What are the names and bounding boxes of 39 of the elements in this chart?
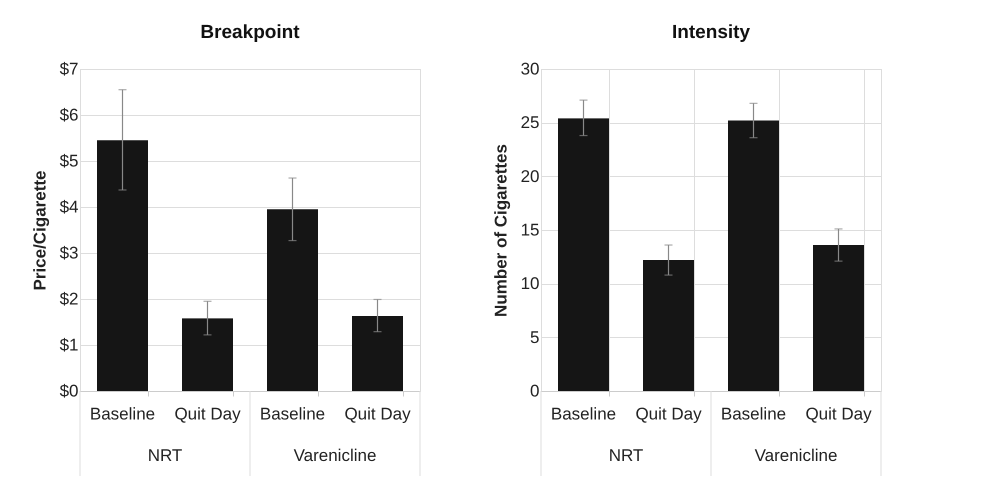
y-tick-label: 0 bbox=[530, 382, 540, 400]
bar bbox=[558, 118, 609, 391]
y-tick-label: 15 bbox=[520, 220, 540, 240]
bar bbox=[182, 318, 233, 391]
chart-title: Breakpoint bbox=[200, 22, 300, 43]
y-tick-label: 5 bbox=[530, 328, 540, 347]
bar bbox=[267, 209, 318, 391]
x-tick-label: Quit Day bbox=[805, 404, 872, 424]
bar bbox=[813, 245, 864, 391]
y-tick-label: 20 bbox=[520, 166, 540, 186]
y-tick-label: $7 bbox=[60, 60, 78, 78]
y-tick-label: $1 bbox=[60, 336, 78, 354]
text: Varenicline bbox=[754, 446, 838, 465]
y-tick-label: $4 bbox=[60, 198, 78, 216]
y-tick-label: $6 bbox=[60, 106, 78, 124]
text: NRT bbox=[608, 446, 644, 465]
x-tick-label: Quit Day bbox=[635, 404, 702, 424]
y-tick-label: 30 bbox=[520, 60, 540, 78]
y-tick-label: 25 bbox=[520, 113, 540, 132]
y-tick-label: 10 bbox=[520, 274, 540, 294]
x-tick-label: Baseline bbox=[260, 404, 326, 424]
x-tick-label: Baseline bbox=[720, 404, 786, 424]
x-tick-label: Quit Day bbox=[344, 404, 412, 424]
x-tick-label: Baseline bbox=[90, 404, 156, 424]
x-tick-label: Quit Day bbox=[174, 404, 242, 424]
y-axis-title: Price/Cigarette bbox=[30, 170, 50, 290]
x-tick-label: Baseline bbox=[550, 404, 616, 424]
text: Varenicline bbox=[294, 446, 376, 465]
bar bbox=[352, 316, 403, 391]
y-tick-label: $2 bbox=[60, 290, 78, 308]
bar bbox=[728, 120, 779, 391]
bar bbox=[643, 260, 694, 391]
y-tick-label: $5 bbox=[60, 152, 78, 170]
y-tick-label: $0 bbox=[60, 382, 78, 400]
y-axis-title: Number of Cigarettes bbox=[492, 144, 511, 317]
bar bbox=[97, 140, 148, 391]
text: NRT bbox=[148, 446, 182, 465]
y-tick-label: $3 bbox=[60, 244, 78, 262]
chart-title: Intensity bbox=[672, 22, 750, 43]
